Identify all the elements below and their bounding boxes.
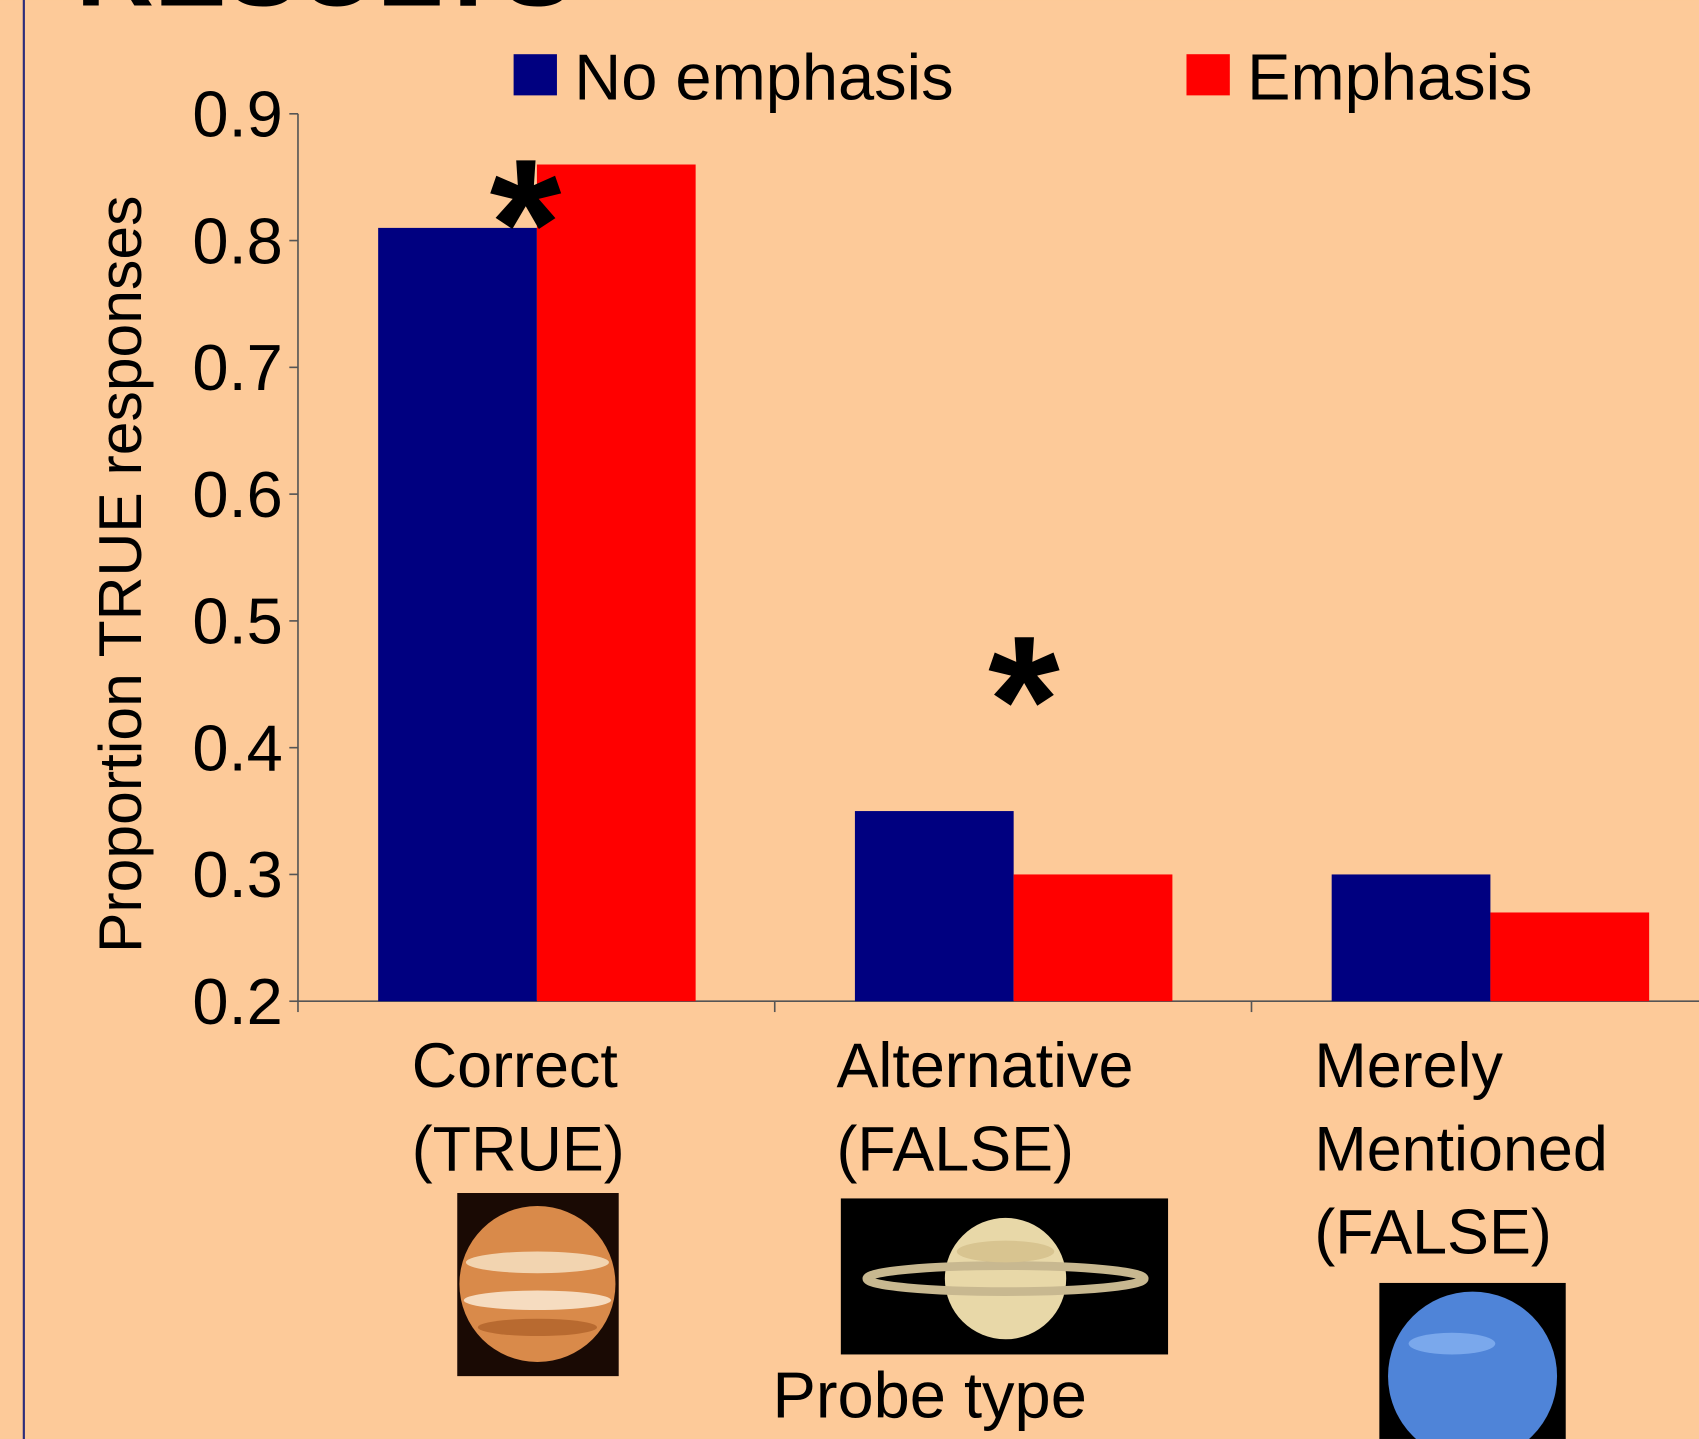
bar: [378, 227, 537, 1002]
x-tick-label-box: Correct (TRUE): [411, 1030, 625, 1185]
saturn-image: [840, 1198, 1169, 1355]
x-tick-label: Correct (TRUE): [411, 1030, 625, 1185]
x-tick-label: Alternative (FALSE): [836, 1030, 1134, 1185]
bar: [1013, 874, 1173, 1002]
legend-label: No emphasis: [574, 41, 953, 114]
y-axis-label: Proportion TRUE responses: [86, 196, 154, 953]
y-tick-label: 0.7: [192, 331, 282, 404]
x-tick-label: Merely Mentioned (FALSE): [1314, 1030, 1608, 1268]
y-tick-label: 0.8: [192, 204, 282, 277]
x-tick-label-box: Merely Mentioned (FALSE): [1314, 1030, 1608, 1268]
bar: [536, 164, 696, 1002]
legend-label: Emphasis: [1247, 41, 1532, 114]
annotation: *: [988, 598, 1060, 804]
y-tick-label: 0.2: [192, 965, 282, 1038]
y-tick-label: 0.4: [192, 711, 282, 784]
jupiter-image: [457, 1193, 619, 1377]
legend-swatch: [1186, 54, 1230, 96]
bar: [1490, 912, 1650, 1002]
x-axis-label: Probe type: [772, 1358, 1086, 1431]
y-tick-label: 0.5: [192, 585, 282, 658]
annotation: *: [490, 121, 562, 327]
y-tick-label: 0.3: [192, 838, 282, 911]
chart-title: RESULTS: [76, 0, 574, 28]
x-tick-label-box: Alternative (FALSE): [836, 1030, 1134, 1185]
legend-swatch: [513, 54, 557, 96]
y-tick-label: 0.6: [192, 458, 282, 531]
neptune-image: [1379, 1282, 1566, 1439]
bar: [854, 811, 1014, 1002]
bar: [1331, 874, 1491, 1002]
y-tick-label: 0.9: [192, 78, 282, 151]
